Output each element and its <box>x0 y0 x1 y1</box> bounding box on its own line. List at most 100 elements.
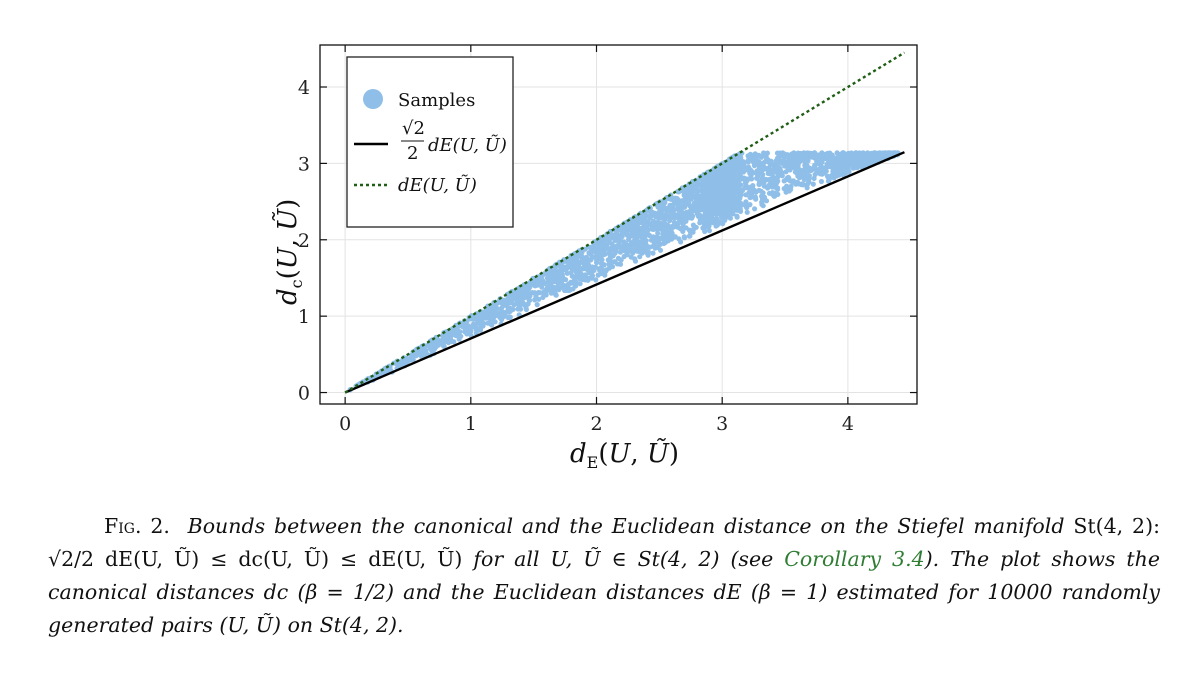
sample-point <box>630 250 636 256</box>
sample-point <box>664 237 670 243</box>
sample-point <box>659 215 665 221</box>
sample-point <box>812 164 818 170</box>
x-tick-label: 0 <box>339 413 351 435</box>
sample-point <box>523 284 529 290</box>
sample-point <box>655 230 661 236</box>
sample-point <box>733 156 739 162</box>
sample-point <box>801 176 807 183</box>
sample-point <box>613 243 619 249</box>
sample-point <box>728 170 734 176</box>
sample-point <box>643 244 649 250</box>
sample-point <box>702 190 709 196</box>
tick-labels: 0 1 2 3 4 0 1 2 3 4 <box>298 77 854 435</box>
sample-point <box>723 182 729 188</box>
y-tick-label: 0 <box>298 383 310 405</box>
sample-point <box>501 301 507 307</box>
svg-text:√2: √2 <box>402 118 425 139</box>
sample-point <box>609 264 616 270</box>
sample-point <box>812 171 818 178</box>
sample-point <box>717 186 723 192</box>
sample-point <box>761 150 767 156</box>
sample-point <box>831 159 837 166</box>
sample-point <box>569 256 575 262</box>
sample-point <box>626 236 632 243</box>
sample-point <box>451 339 457 345</box>
sample-point <box>639 225 645 231</box>
sample-point <box>515 298 521 304</box>
sample-point <box>570 286 576 292</box>
sample-point <box>846 169 852 175</box>
sample-point <box>513 289 519 295</box>
corollary-link[interactable]: Corollary 3.4 <box>784 547 925 571</box>
sample-point <box>813 154 819 160</box>
sample-point <box>865 150 871 156</box>
sample-point <box>586 250 592 256</box>
y-tick-label: 3 <box>298 153 310 175</box>
sample-point <box>464 331 470 337</box>
sample-point <box>831 173 838 179</box>
sample-point <box>684 185 690 191</box>
sample-point <box>686 227 693 233</box>
sample-point <box>720 172 727 178</box>
sample-point <box>638 239 644 245</box>
sample-point <box>607 248 613 254</box>
sample-point <box>761 194 768 200</box>
sample-point <box>657 247 664 253</box>
sample-point <box>553 275 559 281</box>
y-tick-label: 4 <box>298 77 310 99</box>
sample-point <box>767 183 773 189</box>
sample-point <box>830 168 836 175</box>
sample-point <box>770 169 776 175</box>
sample-point <box>568 279 574 285</box>
sample-point <box>827 150 833 156</box>
plot-frame <box>319 44 918 405</box>
sample-point <box>596 254 602 260</box>
sample-point <box>744 209 750 215</box>
sample-point <box>654 212 661 219</box>
sample-point <box>791 157 797 163</box>
sample-point <box>681 234 687 240</box>
legend-label-upper-bound: dE(U, Ũ) <box>398 173 477 196</box>
figure-plot: 0 1 2 3 4 0 1 2 3 4 dE(U, Ũ) dc(U, Ũ) Samples √2 … <box>271 44 918 472</box>
sample-point <box>680 221 686 227</box>
sample-point <box>818 178 825 185</box>
sample-point <box>632 222 638 228</box>
sample-point <box>814 158 820 164</box>
sample-point <box>643 208 650 214</box>
sample-point <box>696 193 702 199</box>
sample-point <box>628 254 634 260</box>
sample-point <box>761 183 768 189</box>
sample-point <box>516 304 523 310</box>
sample-point <box>817 171 823 177</box>
sample-point <box>680 216 686 222</box>
sample-point <box>705 219 711 225</box>
sample-point <box>444 336 450 342</box>
sample-point <box>548 290 555 296</box>
sample-point <box>484 309 490 315</box>
sample-point <box>704 223 711 230</box>
sample-point <box>665 229 671 235</box>
sample-point <box>654 234 660 240</box>
sample-point <box>719 219 726 226</box>
sample-point <box>805 179 812 186</box>
sample-point <box>701 180 707 186</box>
sample-point <box>686 194 693 200</box>
sample-point <box>563 286 569 292</box>
sample-point <box>753 189 759 195</box>
sample-point <box>687 233 693 239</box>
sample-point <box>671 224 677 230</box>
sample-point <box>775 163 781 170</box>
sample-point <box>861 156 868 162</box>
sample-point <box>733 203 739 209</box>
sample-point <box>473 326 479 332</box>
figure-caption: Fig. 2. Bounds between the canonical and… <box>48 510 1160 642</box>
sample-point <box>491 308 498 315</box>
sample-point <box>686 199 692 205</box>
sample-point <box>838 151 844 157</box>
sample-point <box>592 254 598 260</box>
sample-point <box>460 323 466 329</box>
sample-point <box>811 175 817 181</box>
sample-point <box>648 221 654 228</box>
sample-point <box>733 169 739 175</box>
sample-point <box>804 185 810 191</box>
